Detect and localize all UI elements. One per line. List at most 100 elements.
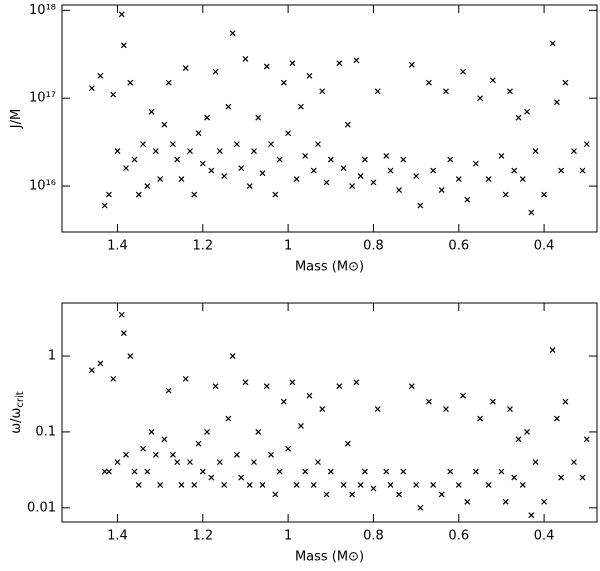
- scatter-point: [553, 99, 560, 106]
- scatter-point: [541, 498, 548, 505]
- scatter-point: [579, 167, 586, 174]
- scatter-point: [123, 451, 129, 458]
- scatter-point: [221, 482, 228, 488]
- scatter-point: [238, 474, 245, 481]
- scatter-point: [101, 468, 108, 475]
- scatter-point: [118, 311, 125, 318]
- scatter-point: [310, 482, 317, 488]
- scatter-point: [361, 468, 368, 475]
- scatter-point: [319, 406, 326, 413]
- scatter-point: [255, 428, 262, 435]
- scatter-point: [238, 165, 245, 172]
- scatter-point: [140, 445, 146, 452]
- scatter-point: [233, 451, 240, 458]
- scatter-point: [110, 375, 117, 382]
- scatter-point: [123, 165, 129, 172]
- scatter-point: [242, 55, 249, 62]
- scatter-point: [349, 491, 356, 498]
- scatter-point: [165, 387, 172, 394]
- scatter-point: [259, 170, 266, 177]
- scatter-point: [553, 415, 560, 422]
- scatter-point: [157, 176, 164, 183]
- scatter-point: [157, 482, 164, 488]
- x-tick-label: 0.6: [448, 529, 469, 544]
- scatter-point: [221, 173, 228, 179]
- scatter-point: [336, 383, 343, 390]
- x-tick-label: 0.4: [534, 239, 555, 254]
- scatter-point: [425, 79, 432, 86]
- scatter-point: [233, 141, 240, 148]
- scatter-point: [361, 156, 368, 163]
- scatter-point: [579, 474, 586, 481]
- scatter-point: [455, 482, 462, 488]
- scatter-point: [374, 88, 381, 95]
- scatter-point: [187, 148, 193, 155]
- scatter-point: [315, 459, 321, 466]
- scatter-point: [396, 187, 402, 194]
- y-tick-label: 10¹⁷: [29, 91, 56, 106]
- x-tick-label: 1.4: [107, 239, 128, 254]
- scatter-point: [229, 353, 236, 359]
- y-tick-label: 0.01: [27, 500, 56, 515]
- scatter-point: [285, 445, 292, 452]
- scatter-point: [472, 160, 479, 167]
- scatter-point: [225, 415, 232, 422]
- scatter-point: [199, 468, 206, 475]
- scatter-point: [528, 209, 535, 216]
- scatter-point: [383, 468, 390, 475]
- scatter-point: [315, 141, 321, 148]
- x-tick-label: 1: [284, 239, 292, 254]
- scatter-point: [443, 406, 449, 413]
- x-tick-label: 1.4: [107, 529, 128, 544]
- scatter-point: [485, 176, 492, 183]
- scatter-point: [88, 367, 95, 374]
- scatter-point: [357, 173, 364, 179]
- scatter-point: [187, 459, 193, 466]
- scatter-point: [208, 167, 215, 174]
- plot-frame: [61, 4, 598, 233]
- scatter-point: [571, 148, 577, 155]
- scatter-point: [477, 95, 484, 102]
- scatter-point: [302, 468, 309, 475]
- scatter-point: [413, 482, 420, 488]
- x-axis-label: Mass (M⊙): [295, 260, 364, 275]
- scatter-point: [447, 156, 454, 163]
- scatter-point: [511, 474, 518, 481]
- scatter-point: [310, 167, 317, 174]
- scatter-point: [344, 440, 351, 447]
- scatter-point: [118, 11, 125, 18]
- scatter-point: [268, 451, 274, 458]
- scatter-point: [507, 88, 513, 95]
- x-tick-label: 1.2: [192, 239, 213, 254]
- scatter-point: [251, 148, 257, 155]
- scatter-point: [297, 422, 304, 429]
- scatter-point: [97, 360, 104, 367]
- scatter-point: [144, 468, 151, 475]
- scatter-point: [242, 379, 249, 386]
- scatter-point: [515, 114, 522, 121]
- scatter-point: [195, 440, 202, 447]
- scatter-point: [127, 79, 134, 86]
- scatter-point: [464, 498, 471, 505]
- scatter-point: [532, 148, 539, 155]
- y-tick-label: 0.1: [35, 424, 56, 439]
- scatter-point: [289, 60, 296, 67]
- scatter-point: [562, 398, 569, 405]
- scatter-point: [417, 202, 424, 209]
- scatter-point: [297, 103, 304, 110]
- scatter-point: [413, 173, 420, 179]
- scatter-point: [216, 148, 223, 155]
- scatter-point: [195, 130, 202, 137]
- scatter-point: [152, 148, 159, 155]
- scatter-point: [319, 88, 326, 95]
- scatter-point: [532, 459, 539, 466]
- scatter-point: [140, 141, 146, 148]
- scatter-point: [562, 79, 569, 86]
- scatter-point: [170, 451, 176, 458]
- scatter-point: [263, 63, 270, 70]
- scatter-point: [519, 176, 526, 183]
- scatter-point: [400, 156, 407, 163]
- scatter-point: [323, 179, 330, 186]
- y-axis-label-main: ω/ω: [9, 408, 24, 434]
- scatter-point: [357, 482, 364, 488]
